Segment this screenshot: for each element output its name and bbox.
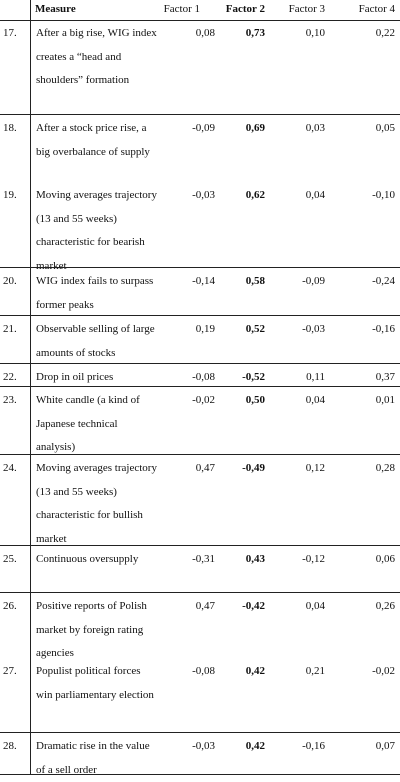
factor-loading: 0,04 xyxy=(305,394,325,406)
factor-loading: 0,04 xyxy=(305,600,325,612)
header-cell: Factor 3 xyxy=(288,3,325,15)
factor-loading: -0,31 xyxy=(192,553,215,565)
row-number: 18. xyxy=(3,122,17,134)
header-cell: Factor 4 xyxy=(358,3,395,15)
measure: Drop in oil prices xyxy=(36,371,114,383)
factor-loading: 0,06 xyxy=(375,553,395,565)
row-rule xyxy=(0,454,400,455)
factor-loading: 0,10 xyxy=(305,27,325,39)
row-number: 27. xyxy=(3,665,17,677)
factor-loading: -0,09 xyxy=(192,122,215,134)
measure: Continuous oversupply xyxy=(36,553,139,565)
row-number: 26. xyxy=(3,600,17,612)
factor-loading: 0,37 xyxy=(375,371,395,383)
row-rule xyxy=(0,545,400,546)
factor-loading: 0,42 xyxy=(245,740,265,752)
measure: WIG index fails to surpass former peaks xyxy=(36,275,154,311)
row-rule xyxy=(0,267,400,268)
row-number: 28. xyxy=(3,740,17,752)
factor-loading: 0,73 xyxy=(245,27,265,39)
factor-loading: 0,50 xyxy=(245,394,265,406)
factor-loading: 0,52 xyxy=(245,323,265,335)
factor-loading: -0,52 xyxy=(242,371,265,383)
factor-loading: 0,47 xyxy=(195,462,215,474)
row-number: 19. xyxy=(3,189,17,201)
factor-loading: 0,04 xyxy=(305,189,325,201)
factor-loading: 0,03 xyxy=(305,122,325,134)
factor-loading: 0,28 xyxy=(375,462,395,474)
factor-loading: 0,11 xyxy=(306,371,325,383)
column-divider xyxy=(30,0,31,775)
measure: Observable selling of large amounts of s… xyxy=(36,323,155,359)
factor-loading: -0,10 xyxy=(372,189,395,201)
factor-loading: -0,49 xyxy=(242,462,265,474)
row-number: 17. xyxy=(3,27,17,39)
header-cell: Factor 1 xyxy=(163,3,200,15)
row-number: 25. xyxy=(3,553,17,565)
row-rule xyxy=(0,732,400,733)
factor-loading: 0,69 xyxy=(245,122,265,134)
factor-loading: 0,22 xyxy=(375,27,395,39)
factor-loading: -0,14 xyxy=(192,275,215,287)
factor-loading: 0,26 xyxy=(375,600,395,612)
factor-loading: -0,03 xyxy=(192,189,215,201)
factor-loading: 0,21 xyxy=(305,665,325,677)
measure: Dramatic rise in the value of a sell ord… xyxy=(36,740,150,776)
factor-loading: -0,16 xyxy=(372,323,395,335)
row-rule xyxy=(0,315,400,316)
row-rule xyxy=(0,363,400,364)
row-rule xyxy=(0,114,400,115)
factor-loading: 0,58 xyxy=(245,275,265,287)
measure: Positive reports of Polish market by for… xyxy=(36,600,147,659)
row-number: 23. xyxy=(3,394,17,406)
row-number: 21. xyxy=(3,323,17,335)
header-cell: Measure xyxy=(35,3,76,15)
factor-loading: -0,03 xyxy=(192,740,215,752)
measure: White candle (a kind of Japanese technic… xyxy=(36,394,140,453)
factor-loading: -0,24 xyxy=(372,275,395,287)
measure: After a big rise, WIG index creates a “h… xyxy=(36,27,157,86)
row-number: 24. xyxy=(3,462,17,474)
factor-loading: 0,42 xyxy=(245,665,265,677)
row-rule xyxy=(0,592,400,593)
factor-loading: 0,08 xyxy=(195,27,215,39)
factor-loading: -0,12 xyxy=(302,553,325,565)
measure: Populist political forces win parliament… xyxy=(36,665,154,701)
row-rule xyxy=(0,386,400,387)
factor-loading: 0,19 xyxy=(195,323,215,335)
header-rule xyxy=(0,20,400,21)
factor-loading: -0,02 xyxy=(192,394,215,406)
row-number: 20. xyxy=(3,275,17,287)
factor-loading: 0,62 xyxy=(245,189,265,201)
header-cell: Factor 2 xyxy=(225,3,265,15)
factor-loading: 0,05 xyxy=(375,122,395,134)
factor-loading: -0,08 xyxy=(192,371,215,383)
factor-loading: 0,07 xyxy=(375,740,395,752)
factor-loading: -0,09 xyxy=(302,275,325,287)
factor-loading: -0,08 xyxy=(192,665,215,677)
factor-loading: -0,02 xyxy=(372,665,395,677)
factor-loading: 0,43 xyxy=(245,553,265,565)
factor-loading: -0,42 xyxy=(242,600,265,612)
row-number: 22. xyxy=(3,371,17,383)
measure: Moving averages trajectory (13 and 55 we… xyxy=(36,462,157,545)
factor-loading: -0,03 xyxy=(302,323,325,335)
factor-loading: -0,16 xyxy=(302,740,325,752)
factor-loading: 0,01 xyxy=(375,394,395,406)
factor-loading: 0,47 xyxy=(195,600,215,612)
factor-loading: 0,12 xyxy=(305,462,325,474)
measure: Moving averages trajectory (13 and 55 we… xyxy=(36,189,157,272)
measure: After a stock price rise, a big overbala… xyxy=(36,122,150,158)
